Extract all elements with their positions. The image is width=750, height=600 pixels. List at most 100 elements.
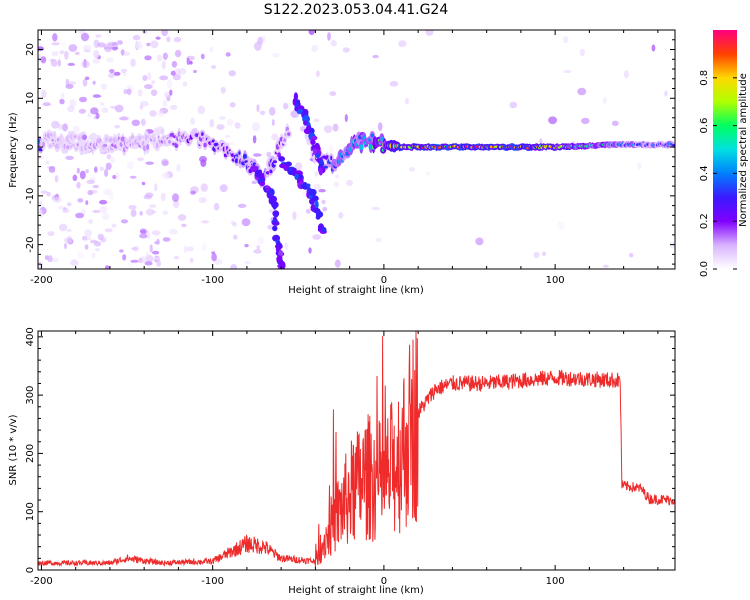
spectrogram-noise-blob	[87, 112, 92, 118]
spectrogram-noise-blob	[314, 171, 319, 177]
spectrogram-noise-blob	[103, 188, 112, 196]
colorbar-tick-label: 0.8	[699, 70, 710, 86]
spectrogram-noise-blob	[209, 118, 214, 128]
spectrogram-noise-blob	[342, 47, 350, 53]
spectrogram-noise-blob	[162, 172, 170, 180]
spectrogram-noise-blob	[224, 134, 230, 138]
spectrogram-ridge-core	[370, 133, 374, 138]
y-tick-label: 200	[25, 444, 36, 463]
spectrogram-noise-blob	[101, 212, 110, 221]
spectrogram-ridge-core	[287, 132, 291, 136]
spectrogram-noise-blob	[197, 105, 205, 115]
spectrogram-noise-blob	[186, 57, 190, 65]
spectrogram-noise-blob	[327, 32, 331, 41]
spectrogram-branch-blob	[272, 210, 279, 218]
spectrogram-noise-blob	[237, 203, 247, 208]
spectrogram-noise-blob	[155, 36, 161, 40]
spectrogram-noise-blob	[84, 244, 89, 250]
spectrogram-noise-blob	[268, 208, 275, 213]
spectrogram-noise-blob	[151, 230, 161, 236]
spectrogram-ridge-core	[153, 137, 156, 143]
spectrogram-noise-blob	[169, 228, 178, 235]
spectrogram-noise-blob	[76, 167, 80, 174]
spectrogram-noise-blob	[220, 86, 226, 94]
spectrogram-ridge-core	[234, 158, 239, 164]
spectrogram-noise-blob	[138, 256, 147, 264]
spectrogram-noise-blob	[113, 71, 121, 76]
spectrogram-noise-blob	[67, 62, 76, 66]
spectrogram-branch-blob	[272, 221, 280, 226]
spectrogram-noise-blob	[229, 102, 236, 108]
spectrogram-noise-blob	[253, 249, 262, 254]
spectrogram-noise-blob	[91, 252, 96, 259]
spectrogram-noise-blob	[85, 169, 89, 174]
spectrogram-ridge-core	[273, 160, 277, 164]
spectrogram-noise-blob	[114, 104, 124, 113]
spectrogram-noise-blob	[85, 200, 89, 206]
spectrogram-ylabel: Frequency (Hz)	[8, 112, 19, 188]
spectrogram-noise-blob	[200, 53, 205, 60]
spectrogram-noise-blob	[156, 54, 163, 62]
spectrogram-branch-blob	[321, 227, 327, 233]
spectrogram-noise-blob	[183, 245, 188, 254]
spectrogram-noise-blob	[150, 89, 158, 96]
spectrogram-noise-blob	[79, 96, 87, 103]
y-tick-label: 0	[25, 144, 36, 150]
spectrogram-noise-blob	[160, 128, 165, 135]
spectrogram-noise-blob	[161, 30, 168, 37]
spectrogram-noise-blob	[202, 243, 207, 251]
spectrogram-noise-blob	[225, 52, 231, 57]
spectrogram-noise-blob	[121, 116, 127, 121]
spectrogram-ridge-core	[203, 142, 207, 148]
spectrogram-noise-blob	[140, 101, 149, 107]
spectrogram-noise-blob	[157, 110, 164, 117]
figure-title: S122.2023.053.04.41.G24	[264, 2, 449, 18]
spectrogram-noise-blob	[308, 247, 312, 254]
spectrogram-noise-blob	[109, 69, 115, 74]
spectrogram-noise-blob	[53, 197, 62, 203]
spectrogram-noise-blob	[95, 34, 102, 38]
spectrogram-noise-blob	[557, 221, 565, 230]
spectrogram-ridge-core	[211, 139, 215, 143]
spectrogram-noise-blob	[92, 58, 101, 64]
spectrogram-noise-blob	[311, 44, 319, 53]
spectrogram-noise-blob	[137, 157, 144, 161]
spectrogram-noise-blob	[316, 70, 320, 77]
spectrogram-frame	[37, 29, 676, 270]
spectrogram-ridge-core	[172, 142, 176, 146]
spectrogram-ridge-core	[671, 143, 675, 147]
spectrogram-noise-blob	[321, 199, 326, 205]
spectrogram-noise-blob	[84, 229, 92, 237]
spectrogram-noise-blob	[105, 162, 112, 170]
spectrogram-noise-blob	[193, 69, 197, 74]
spectrogram-noise-blob	[139, 233, 148, 239]
spectrogram-noise-blob	[313, 183, 321, 190]
spectrogram-noise-blob	[142, 75, 148, 81]
spectrogram-noise-blob	[174, 68, 181, 75]
spectrogram-ridge-core	[168, 140, 171, 144]
spectrogram-noise-blob	[200, 183, 208, 192]
spectrogram-noise-blob	[135, 40, 143, 50]
spectrogram-noise-blob	[509, 101, 518, 109]
spectrogram-noise-blob	[257, 36, 264, 46]
spectrogram-noise-blob	[151, 210, 157, 214]
spectrogram-noise-blob	[40, 56, 47, 64]
spectrogram-noise-blob	[51, 51, 59, 57]
spectrogram-noise-blob	[312, 234, 322, 240]
spectrogram-branch-blob	[314, 200, 319, 210]
spectrogram-branch-blob	[268, 188, 275, 197]
spectrogram-ridge-core	[137, 135, 142, 141]
spectrogram-noise-blob	[579, 48, 585, 57]
spectrogram-noise-blob	[162, 237, 171, 242]
spectrogram-branch-blob	[306, 183, 311, 188]
spectrogram-ridge-core	[73, 135, 77, 139]
spectrogram-noise-blob	[172, 73, 181, 81]
spectrogram-noise-blob	[227, 142, 234, 146]
x-tick-label: 100	[546, 576, 565, 587]
spectrogram-noise-blob	[330, 40, 337, 47]
spectrogram-noise-blob	[126, 161, 134, 170]
spectrogram-noise-blob	[140, 118, 146, 126]
spectrogram-noise-blob	[90, 107, 99, 115]
